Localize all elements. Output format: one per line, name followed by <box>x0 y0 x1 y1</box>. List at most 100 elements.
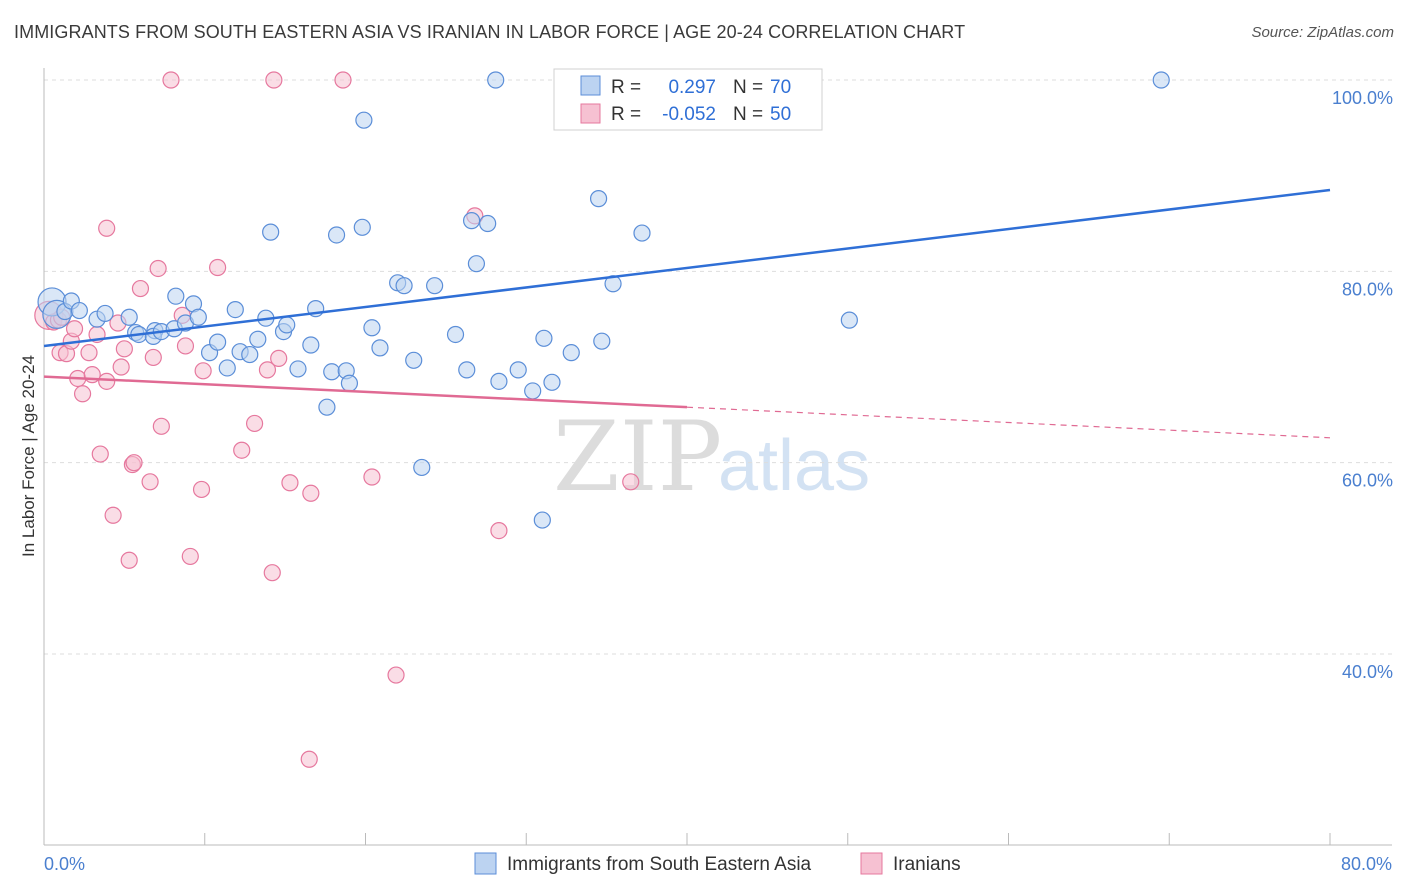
sea-point <box>509 361 527 379</box>
sea-point <box>289 360 307 378</box>
series-iranians-points <box>34 71 640 768</box>
sea-point <box>533 511 551 529</box>
sea-point <box>490 372 508 390</box>
sea-point <box>189 308 207 326</box>
iranians-point <box>149 259 167 278</box>
sea-point <box>323 363 341 381</box>
legend-r-label-1: R = <box>611 77 641 98</box>
iranians-point <box>112 358 130 376</box>
watermark-zip: ZIP <box>553 401 722 513</box>
iranians-point <box>245 414 264 433</box>
sea-point <box>262 223 280 241</box>
iranians-point <box>263 564 281 582</box>
sea-point <box>467 255 486 273</box>
series-legend: Immigrants from South Eastern Asia Irani… <box>474 852 961 875</box>
iranians-point <box>104 506 122 524</box>
sea-point <box>479 214 497 233</box>
sea-point <box>462 212 481 230</box>
iranians-point <box>98 372 116 390</box>
sea-point <box>241 345 259 364</box>
sea-point <box>120 308 138 326</box>
sea-point <box>405 351 423 369</box>
x-axis-ticks <box>204 833 1331 845</box>
trend-lines <box>43 188 1331 439</box>
iranians-point <box>300 750 318 768</box>
bottom-legend-swatch-pink <box>860 852 883 875</box>
iranians-point <box>192 480 211 499</box>
bottom-legend-label-sea: Immigrants from South Eastern Asia <box>507 854 812 875</box>
iranians-point <box>334 71 352 89</box>
source-credit: Source: ZipAtlas.com <box>1251 24 1394 41</box>
sea-point <box>371 339 389 357</box>
trend-line-iranians-extension <box>686 406 1331 439</box>
sea-point <box>218 359 236 377</box>
legend-r-value-2: -0.052 <box>662 104 716 125</box>
iranians-point <box>115 340 133 358</box>
sea-point <box>209 333 227 351</box>
x-tick-label-left: 0.0% <box>44 854 85 874</box>
sea-point <box>840 311 858 329</box>
legend-n-value-2: 50 <box>770 104 791 125</box>
sea-point <box>327 226 346 244</box>
y-tick-label-40: 40.0% <box>1342 662 1393 682</box>
bottom-legend-swatch-blue <box>474 852 497 875</box>
sea-point <box>249 330 267 348</box>
sea-point <box>487 71 505 89</box>
iranians-point <box>152 417 170 435</box>
sea-point <box>543 373 561 391</box>
trend-line-iranians <box>43 375 688 409</box>
iranians-point <box>270 349 288 367</box>
iranians-point <box>281 474 299 492</box>
iranians-point <box>258 361 277 379</box>
iranians-point <box>73 385 92 403</box>
sea-point <box>562 344 580 362</box>
iranians-point <box>363 468 381 486</box>
legend-r-label-2: R = <box>611 104 641 125</box>
legend-n-label-2: N = <box>733 104 763 125</box>
iranians-point <box>144 348 162 367</box>
legend-n-value-1: 70 <box>770 77 791 98</box>
y-tick-label-80: 80.0% <box>1342 279 1393 299</box>
iranians-point <box>209 258 227 277</box>
sea-point <box>167 287 185 305</box>
iranians-point <box>141 473 159 491</box>
y-tick-labels: 40.0% 60.0% 80.0% 100.0% <box>1332 88 1393 682</box>
iranians-point <box>176 337 195 355</box>
sea-point <box>96 304 114 323</box>
grid-lines <box>44 79 1392 655</box>
x-tick-label-right: 80.0% <box>1341 854 1392 874</box>
iranians-point <box>622 473 640 491</box>
iranians-point <box>65 320 84 338</box>
sea-point <box>426 277 444 295</box>
iranians-point <box>80 344 98 362</box>
sea-point <box>363 319 381 337</box>
sea-point <box>1152 71 1170 89</box>
sea-point <box>593 332 611 350</box>
bottom-legend-label-iranians: Iranians <box>893 854 961 875</box>
iranians-point <box>302 484 320 502</box>
legend-n-label-1: N = <box>733 77 763 98</box>
y-tick-label-100: 100.0% <box>1332 88 1393 108</box>
iranians-point <box>265 71 283 89</box>
sea-point <box>535 329 553 347</box>
iranians-point <box>120 551 138 569</box>
sea-point <box>395 277 413 295</box>
trend-line-sea <box>43 188 1331 348</box>
legend-r-value-1: 0.297 <box>668 77 716 98</box>
iranians-point <box>162 71 180 89</box>
sea-point <box>633 224 651 242</box>
iranians-point <box>233 441 251 459</box>
iranians-point <box>98 219 116 237</box>
sea-point <box>413 458 431 477</box>
iranians-point <box>181 547 199 566</box>
sea-point <box>353 218 371 236</box>
sea-point <box>302 336 320 354</box>
sea-point <box>318 398 336 416</box>
sea-point <box>226 301 244 319</box>
sea-point <box>524 382 542 400</box>
sea-point <box>458 361 476 379</box>
iranians-point <box>125 454 143 472</box>
legend-swatch-pink <box>580 103 601 124</box>
iranians-point <box>131 279 150 298</box>
